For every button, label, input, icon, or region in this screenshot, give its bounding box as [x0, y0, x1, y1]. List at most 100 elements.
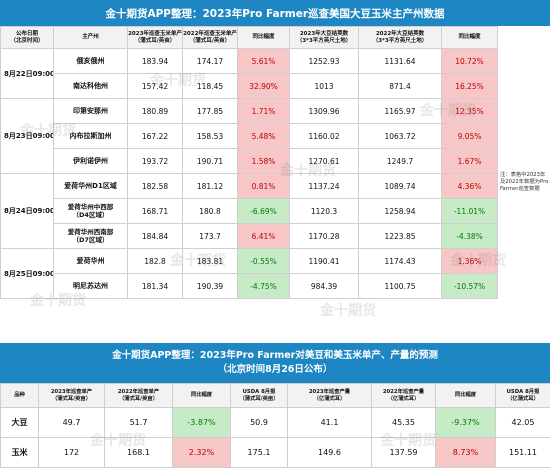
soy-2022-cell: 1249.7	[359, 149, 442, 174]
yield-usda-cell: 50.9	[231, 408, 288, 438]
table-row: 爱荷华州中西部（D4区域） 168.71 180.8 -6.69% 1120.3…	[1, 199, 498, 224]
header-corn-2023: 2023年巡查玉米单产（蒲式耳/英亩）	[128, 27, 183, 49]
header-corn-2022: 2022年巡查玉米单产（蒲式耳/英亩）	[183, 27, 238, 49]
table-header-row: 品种 2023年巡查单产（蒲式耳/英亩） 2022年巡查单产（蒲式耳/英亩） 同…	[1, 384, 550, 408]
state-cell: 伊利诺伊州	[54, 149, 128, 174]
corn-yoy-cell: -6.69%	[238, 199, 290, 224]
state-cell: 印第安那州	[54, 99, 128, 124]
soy-yoy-cell: 12.35%	[442, 99, 498, 124]
corn-2022-cell: 190.71	[183, 149, 238, 174]
prod-yoy-cell: -9.37%	[436, 408, 496, 438]
prod-usda-cell: 42.05	[496, 408, 550, 438]
prod-2022-cell: 45.35	[372, 408, 436, 438]
soy-2022-cell: 1063.72	[359, 124, 442, 149]
soy-2023-cell: 1252.93	[290, 49, 359, 74]
corn-2023-cell: 181.34	[128, 274, 183, 299]
prod-2023-cell: 149.6	[288, 438, 372, 468]
yield-2023-cell: 172	[39, 438, 105, 468]
corn-2022-cell: 181.12	[183, 174, 238, 199]
corn-yoy-cell: -0.55%	[238, 249, 290, 274]
soy-yoy-cell: 4.36%	[442, 174, 498, 199]
table1-title: 金十期货APP整理：2023年Pro Farmer巡查美国大豆玉米主产州数据	[0, 0, 550, 26]
forecast-table: 品种 2023年巡查单产（蒲式耳/英亩） 2022年巡查单产（蒲式耳/英亩） 同…	[0, 383, 550, 468]
corn-yoy-cell: 1.58%	[238, 149, 290, 174]
header-prod-yoy: 同比幅度	[436, 384, 496, 408]
header-date: 公布日期（北京时间）	[1, 27, 54, 49]
corn-2023-cell: 167.22	[128, 124, 183, 149]
date-cell: 8月24日09:00	[1, 174, 54, 249]
soy-2022-cell: 1131.64	[359, 49, 442, 74]
corn-yoy-cell: 5.48%	[238, 124, 290, 149]
yield-yoy-cell: -3.87%	[173, 408, 231, 438]
yield-yoy-cell: 2.32%	[173, 438, 231, 468]
table-row: 南达科他州 157.42 118.45 32.90% 1013 871.4 16…	[1, 74, 498, 99]
soy-2023-cell: 1120.3	[290, 199, 359, 224]
corn-2022-cell: 118.45	[183, 74, 238, 99]
soy-yoy-cell: 9.05%	[442, 124, 498, 149]
table-row: 玉米 172 168.1 2.32% 175.1 149.6 137.59 8.…	[1, 438, 550, 468]
soy-2023-cell: 1190.41	[290, 249, 359, 274]
soy-yoy-cell: 10.72%	[442, 49, 498, 74]
corn-2023-cell: 183.94	[128, 49, 183, 74]
corn-2023-cell: 184.84	[128, 224, 183, 249]
header-prod-usda: USDA 8月报（亿蒲式耳）	[496, 384, 550, 408]
soy-2023-cell: 1013	[290, 74, 359, 99]
corn-2022-cell: 158.53	[183, 124, 238, 149]
corn-2022-cell: 180.8	[183, 199, 238, 224]
corn-yoy-cell: 5.61%	[238, 49, 290, 74]
yield-2022-cell: 168.1	[105, 438, 173, 468]
header-state: 主产州	[54, 27, 128, 49]
table2-title-line2: （北京时间8月26日公布）	[218, 363, 333, 377]
corn-2023-cell: 180.89	[128, 99, 183, 124]
crop-cell: 大豆	[1, 408, 39, 438]
crop-tour-state-table: 公布日期（北京时间） 主产州 2023年巡查玉米单产（蒲式耳/英亩） 2022年…	[0, 26, 498, 299]
corn-2022-cell: 173.7	[183, 224, 238, 249]
corn-2022-cell: 174.17	[183, 49, 238, 74]
header-corn-yoy: 同比幅度	[238, 27, 290, 49]
table2-title-line1: 金十期货APP整理：2023年Pro Farmer对美豆和美玉米单产、产量的预测	[112, 349, 438, 363]
soy-2023-cell: 1137.24	[290, 174, 359, 199]
corn-2023-cell: 182.58	[128, 174, 183, 199]
prod-yoy-cell: 8.73%	[436, 438, 496, 468]
table-row: 8月24日09:00 爱荷华州D1区域 182.58 181.12 0.81% …	[1, 174, 498, 199]
header-soy-2022: 2022年大豆结荚数（3*3平方英尺土地）	[359, 27, 442, 49]
watermark: 金十期货	[320, 300, 376, 320]
corn-yoy-cell: 1.71%	[238, 99, 290, 124]
table-row: 8月22日09:00 俄亥俄州 183.94 174.17 5.61% 1252…	[1, 49, 498, 74]
soy-2023-cell: 984.39	[290, 274, 359, 299]
yield-2022-cell: 51.7	[105, 408, 173, 438]
header-crop: 品种	[1, 384, 39, 408]
soy-2022-cell: 1089.74	[359, 174, 442, 199]
table-note: 注：表格中2023年及2022年数据为Pro Farmer巡查数据	[498, 172, 550, 193]
soy-yoy-cell: 16.25%	[442, 74, 498, 99]
table-row: 8月25日09:00 爱荷华州 182.8 183.81 -0.55% 1190…	[1, 249, 498, 274]
soy-2022-cell: 1100.75	[359, 274, 442, 299]
table-row: 爱荷华州西南部（D7区域） 184.84 173.7 6.41% 1170.28…	[1, 224, 498, 249]
corn-yoy-cell: 0.81%	[238, 174, 290, 199]
soy-yoy-cell: 1.67%	[442, 149, 498, 174]
header-soy-2023: 2023年大豆结荚数（3*3平方英尺土地）	[290, 27, 359, 49]
soy-yoy-cell: -10.57%	[442, 274, 498, 299]
table-row: 内布拉斯加州 167.22 158.53 5.48% 1160.02 1063.…	[1, 124, 498, 149]
state-cell: 内布拉斯加州	[54, 124, 128, 149]
soy-2022-cell: 871.4	[359, 74, 442, 99]
state-cell: 爱荷华州西南部（D7区域）	[54, 224, 128, 249]
yield-2023-cell: 49.7	[39, 408, 105, 438]
soy-2023-cell: 1160.02	[290, 124, 359, 149]
corn-2023-cell: 193.72	[128, 149, 183, 174]
table-row: 明尼苏达州 181.34 190.39 -4.75% 984.39 1100.7…	[1, 274, 498, 299]
state-cell: 爱荷华州	[54, 249, 128, 274]
state-cell: 爱荷华州中西部（D4区域）	[54, 199, 128, 224]
table-row: 伊利诺伊州 193.72 190.71 1.58% 1270.61 1249.7…	[1, 149, 498, 174]
table2-title: 金十期货APP整理：2023年Pro Farmer对美豆和美玉米单产、产量的预测…	[0, 343, 550, 383]
prod-2022-cell: 137.59	[372, 438, 436, 468]
soy-2023-cell: 1270.61	[290, 149, 359, 174]
state-cell: 爱荷华州D1区域	[54, 174, 128, 199]
prod-usda-cell: 151.11	[496, 438, 550, 468]
date-cell: 8月25日09:00	[1, 249, 54, 299]
header-yield-2022: 2022年巡查单产（蒲式耳/英亩）	[105, 384, 173, 408]
soy-2022-cell: 1223.85	[359, 224, 442, 249]
header-prod-2022: 2022年巡查产量（亿蒲式耳）	[372, 384, 436, 408]
date-cell: 8月23日09:00	[1, 99, 54, 174]
header-yield-2023: 2023年巡查单产（蒲式耳/英亩）	[39, 384, 105, 408]
